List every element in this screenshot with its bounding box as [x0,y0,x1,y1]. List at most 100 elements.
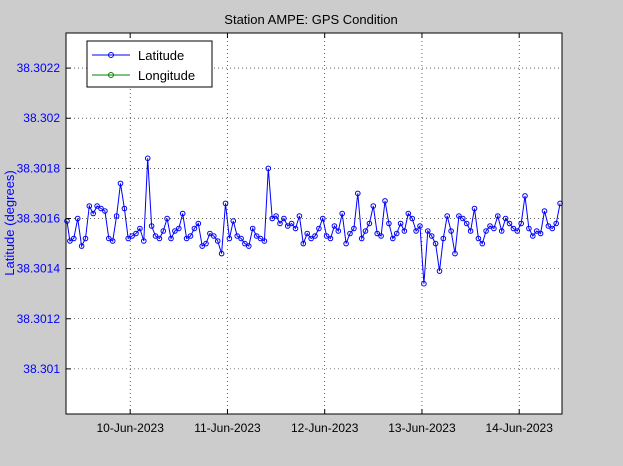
data-point [253,233,260,239]
data-point [440,235,447,242]
data-point [211,233,217,239]
data-point [475,235,482,242]
data-point [90,210,96,217]
plot-frame [65,32,563,415]
data-point [156,235,163,242]
data-point [160,228,167,234]
data-point [331,223,338,229]
data-point [207,230,213,237]
data-point [86,203,93,209]
data-point [183,235,190,242]
data-point [378,233,384,239]
data-point [518,220,525,227]
data-point [191,225,198,232]
data-point [483,228,489,234]
data-point [502,215,509,222]
data-point [386,220,392,227]
data-point [300,240,307,247]
data-point [448,228,454,234]
data-point [106,235,112,242]
data-point [308,235,314,242]
data-point [401,228,408,234]
data-point [467,228,474,234]
data-point [144,155,151,162]
data-point [148,223,155,229]
x-tick-label: 12-Jun-2023 [291,421,359,435]
x-tick-label: 11-Jun-2023 [194,421,261,435]
data-point [249,225,256,232]
data-point [281,215,287,222]
data-point [498,228,505,234]
data-point [94,203,100,209]
data-point [312,233,318,239]
data-point [109,238,116,244]
data-point [413,228,419,234]
data-point [102,208,108,214]
data-point [230,218,237,224]
data-point [203,240,209,247]
data-point [199,243,205,249]
data-point [514,228,521,234]
legend-latitude-label: Latitude [138,48,184,63]
data-point [261,238,268,244]
data-point [273,213,279,219]
data-point [355,190,361,197]
data-point [265,165,272,172]
data-point [444,213,451,219]
data-point [335,228,342,234]
data-point [425,228,431,234]
legend-longitude-label: Longitude [138,68,195,83]
y-left-tick-label: 38.3018 [17,161,61,175]
data-point [78,243,85,249]
y-axis-left-label: Latitude (degrees) [2,170,17,276]
data-point [397,220,404,227]
data-point [545,223,552,229]
data-point [292,225,299,232]
chart-title: Station AMPE: GPS Condition [224,12,397,27]
series-latitude [64,155,563,287]
y-left-tick-label: 38.301 [23,362,60,376]
data-point [74,215,81,222]
data-point [452,250,458,257]
data-point [277,220,283,227]
data-point [479,240,486,247]
data-point [549,225,556,232]
legend-box [86,40,213,88]
data-point [179,210,186,217]
data-point [195,220,202,227]
data-point [164,215,170,222]
data-point [495,213,501,219]
data-point [533,228,540,234]
data-point [343,240,349,247]
data-point [358,235,365,242]
data-point [421,280,427,287]
data-point [67,238,73,244]
data-point [125,235,131,242]
data-point [98,205,104,212]
data-point [323,233,330,239]
data-point [296,213,303,219]
legend-latitude-marker [108,52,114,58]
data-point [456,213,462,219]
data-point [409,215,416,222]
data-point [393,230,400,237]
data-point [417,223,423,229]
data-point [284,223,291,229]
data-point [316,225,322,232]
data-point [129,233,135,239]
data-point [187,233,194,239]
data-point [487,223,493,229]
data-point [537,230,544,237]
data-point [257,235,264,242]
y-left-tick-label: 38.3022 [17,61,61,75]
data-point [460,215,466,222]
data-point [320,215,326,222]
data-point [510,225,517,232]
data-point [362,228,369,234]
data-point [463,220,470,227]
data-point [82,235,89,242]
series-layer [64,155,563,287]
data-point [288,220,295,227]
plot-area [66,33,562,414]
